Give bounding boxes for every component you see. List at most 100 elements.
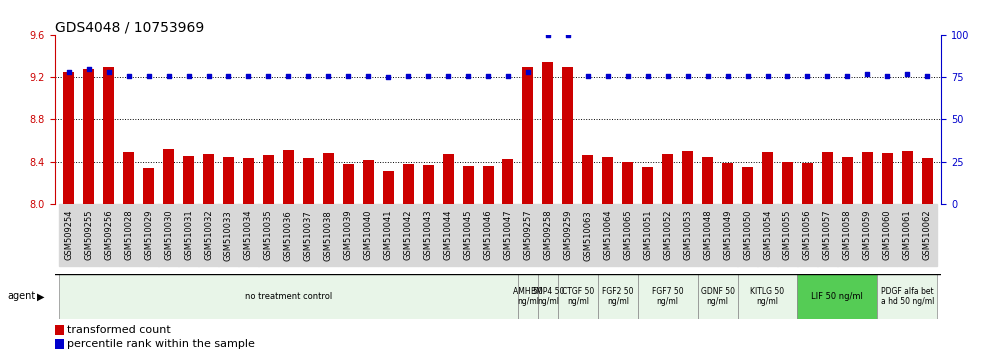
- Bar: [422, 165, 433, 204]
- Bar: [323, 153, 334, 204]
- Text: agent: agent: [7, 291, 35, 302]
- Point: [140, 73, 156, 79]
- Bar: [881, 153, 892, 204]
- Point: [500, 73, 516, 79]
- Point: [720, 73, 736, 79]
- Point: [220, 73, 236, 79]
- Point: [740, 73, 756, 79]
- Bar: [738, 274, 798, 319]
- Bar: [382, 171, 393, 204]
- Point: [400, 73, 416, 79]
- Bar: [402, 164, 413, 204]
- Point: [200, 73, 216, 79]
- Point: [240, 73, 256, 79]
- Bar: [558, 274, 598, 319]
- Bar: [363, 160, 374, 204]
- Bar: [163, 149, 174, 204]
- Point: [560, 33, 576, 38]
- Bar: [722, 162, 733, 204]
- Bar: [203, 154, 214, 204]
- Bar: [538, 274, 558, 319]
- Point: [899, 71, 915, 77]
- Bar: [662, 154, 673, 204]
- Point: [659, 73, 675, 79]
- Point: [460, 73, 476, 79]
- Bar: [822, 152, 833, 204]
- Bar: [482, 166, 493, 204]
- Bar: [283, 150, 294, 204]
- Bar: [682, 151, 693, 204]
- Bar: [523, 67, 534, 204]
- Bar: [622, 161, 633, 204]
- Bar: [59, 274, 518, 319]
- Bar: [598, 274, 637, 319]
- Point: [480, 73, 496, 79]
- Bar: [798, 274, 877, 319]
- Text: GDS4048 / 10753969: GDS4048 / 10753969: [55, 20, 204, 34]
- Point: [639, 73, 655, 79]
- Text: LIF 50 ng/ml: LIF 50 ng/ml: [812, 292, 864, 301]
- Text: PDGF alfa bet
a hd 50 ng/ml: PDGF alfa bet a hd 50 ng/ml: [880, 287, 934, 306]
- Bar: [243, 158, 254, 204]
- Bar: [782, 161, 793, 204]
- Bar: [543, 62, 554, 204]
- Point: [81, 66, 97, 72]
- Point: [380, 75, 396, 80]
- Point: [301, 73, 317, 79]
- Point: [540, 33, 556, 38]
- Text: no treatment control: no treatment control: [245, 292, 332, 301]
- Bar: [637, 274, 697, 319]
- Point: [61, 69, 77, 75]
- Point: [679, 73, 695, 79]
- Point: [840, 73, 856, 79]
- Point: [699, 73, 715, 79]
- Bar: [862, 152, 872, 204]
- Point: [820, 73, 836, 79]
- Point: [341, 73, 357, 79]
- Point: [260, 73, 276, 79]
- Bar: [842, 157, 853, 204]
- Point: [620, 73, 635, 79]
- Text: BMP4 50
ng/ml: BMP4 50 ng/ml: [531, 287, 565, 306]
- Bar: [563, 67, 574, 204]
- Point: [180, 73, 196, 79]
- Bar: [64, 72, 75, 204]
- Point: [580, 73, 596, 79]
- Point: [860, 71, 875, 77]
- Bar: [503, 159, 514, 204]
- Bar: [223, 157, 234, 204]
- Bar: [124, 152, 134, 204]
- Bar: [84, 69, 95, 204]
- Bar: [55, 325, 64, 335]
- Point: [321, 73, 337, 79]
- Bar: [583, 155, 594, 204]
- Point: [440, 73, 456, 79]
- Bar: [603, 157, 614, 204]
- Bar: [762, 152, 773, 204]
- Text: FGF2 50
ng/ml: FGF2 50 ng/ml: [602, 287, 633, 306]
- Point: [121, 73, 136, 79]
- Bar: [877, 274, 937, 319]
- Text: ▶: ▶: [37, 291, 45, 302]
- Text: AMH 50
ng/ml: AMH 50 ng/ml: [513, 287, 543, 306]
- Bar: [462, 166, 473, 204]
- Text: KITLG 50
ng/ml: KITLG 50 ng/ml: [750, 287, 785, 306]
- Bar: [901, 151, 912, 204]
- Text: FGF7 50
ng/ml: FGF7 50 ng/ml: [652, 287, 683, 306]
- Point: [760, 73, 776, 79]
- Point: [600, 73, 616, 79]
- Bar: [143, 168, 154, 204]
- Bar: [343, 164, 354, 204]
- Bar: [702, 157, 713, 204]
- Point: [281, 73, 297, 79]
- Point: [919, 73, 935, 79]
- Text: transformed count: transformed count: [67, 325, 171, 335]
- Point: [361, 73, 376, 79]
- Bar: [742, 167, 753, 204]
- Point: [520, 69, 536, 75]
- Text: CTGF 50
ng/ml: CTGF 50 ng/ml: [562, 287, 594, 306]
- Bar: [697, 274, 738, 319]
- Bar: [642, 167, 653, 204]
- Bar: [921, 158, 932, 204]
- Bar: [263, 155, 274, 204]
